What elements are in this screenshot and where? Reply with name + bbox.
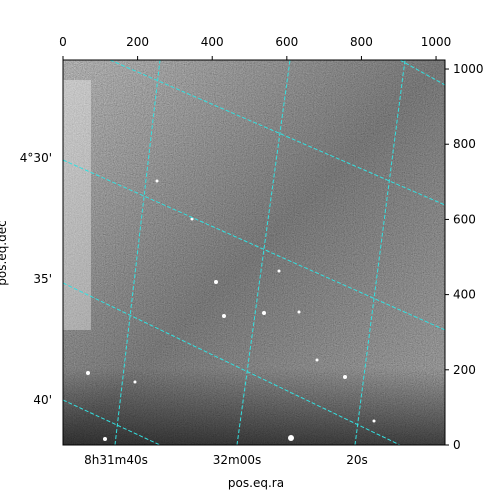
y-tick-label: 800 xyxy=(453,137,476,151)
ra-tick-label: 8h31m40s xyxy=(84,453,148,467)
plot-frame xyxy=(62,59,446,446)
ra-grid-line xyxy=(114,59,161,446)
y-axis-label: pos.eq.dec xyxy=(0,220,9,285)
dec-grid-line xyxy=(399,59,446,86)
x-tick-label: 0 xyxy=(59,35,67,49)
x-tick-label: 400 xyxy=(201,35,224,49)
ra-tick-label: 32m00s xyxy=(213,453,261,467)
coordinate-grid xyxy=(62,59,446,446)
ra-grid-line xyxy=(236,59,291,446)
y-tick-label: 0 xyxy=(453,438,461,452)
ra-grid-line xyxy=(354,59,406,446)
dec-grid-line xyxy=(62,282,401,446)
dec-tick-label: 40' xyxy=(33,393,52,407)
ra-tick-label: 20s xyxy=(346,453,368,467)
dec-grid-line xyxy=(109,59,446,206)
x-tick-label: 600 xyxy=(275,35,298,49)
x-tick-label: 800 xyxy=(350,35,373,49)
dec-tick-label: 35' xyxy=(33,272,52,286)
y-tick-label: 400 xyxy=(453,288,476,302)
sky-image xyxy=(63,60,449,445)
y-tick-label: 200 xyxy=(453,363,476,377)
dec-tick-label: 4°30' xyxy=(20,151,52,165)
y-tick-label: 1000 xyxy=(453,62,484,76)
x-tick-label: 200 xyxy=(126,35,149,49)
x-tick-label: 1000 xyxy=(421,35,452,49)
x-axis-label: pos.eq.ra xyxy=(228,476,284,490)
y-tick-label: 600 xyxy=(453,212,476,226)
dec-grid-line xyxy=(62,159,446,331)
